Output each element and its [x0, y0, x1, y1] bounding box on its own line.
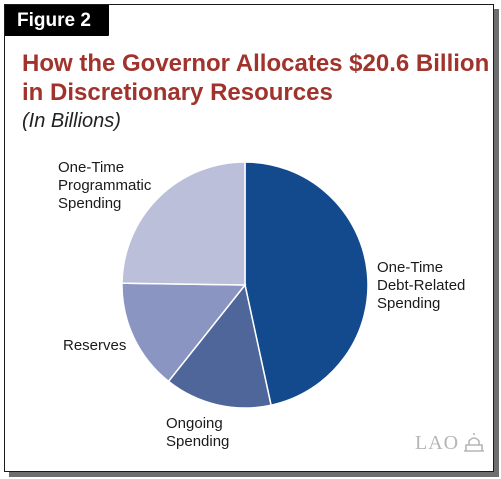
pie-slice-reserves: [121, 282, 247, 383]
slice-label-one-time-debt-related: One-Time Debt-Related Spending: [377, 259, 466, 312]
chart-title: How the Governor Allocates $20.6 Billion…: [22, 50, 490, 106]
figure-frame: Figure 2 How the Governor Allocates $20.…: [4, 4, 494, 472]
pie-slice-one-time-debt-related: [244, 161, 369, 407]
lao-logo: LAO: [415, 432, 460, 454]
capitol-dome-icon: [464, 433, 484, 452]
slice-label-ongoing: Ongoing Spending: [166, 415, 230, 450]
slice-label-one-time-programmatic: One-Time Programmatic Spending: [58, 159, 152, 212]
pie-slice-one-time-programmatic: [121, 161, 246, 286]
figure-label: Figure 2: [5, 5, 109, 36]
slice-label-reserves: Reserves: [63, 337, 127, 354]
pie-slice-ongoing: [167, 283, 272, 409]
pie-chart: [121, 161, 369, 409]
chart-subtitle: (In Billions): [22, 110, 121, 132]
